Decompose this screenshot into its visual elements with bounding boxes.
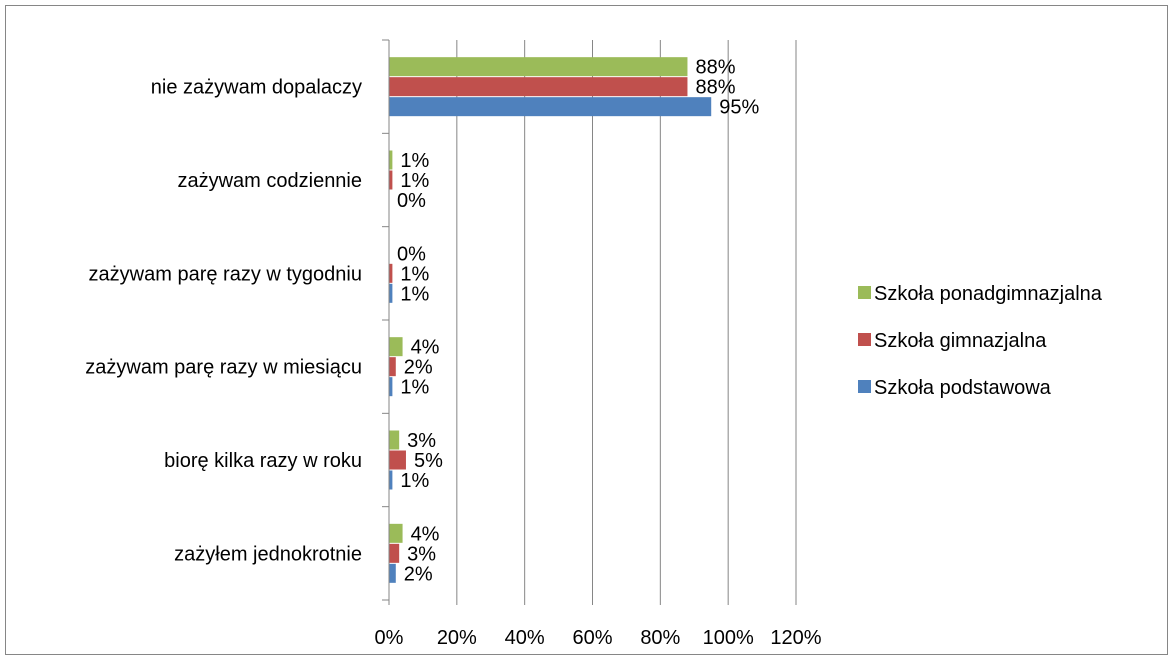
data-label: 4% [411,337,440,359]
legend-swatch [858,286,871,299]
data-label: 95% [719,97,759,119]
legend-label: Szkoła gimnazjalna [874,330,1047,352]
legend-label: Szkoła ponadgimnazjalna [874,283,1103,305]
category-label: zażywam codziennie [177,170,362,192]
bar [389,170,393,190]
x-tick-label: 0% [375,627,404,649]
data-label: 0% [397,243,426,265]
data-label: 5% [414,450,443,472]
bar [389,543,400,563]
bar [389,450,406,470]
legend-swatch [858,333,871,346]
data-label: 1% [400,470,429,492]
category-label: zażywam parę razy w tygodniu [89,263,362,285]
data-label: 88% [695,77,735,99]
data-label: 4% [411,523,440,545]
data-label: 0% [397,190,426,212]
bar [389,263,393,283]
bar [389,523,403,543]
bar [389,357,396,377]
legend-label: Szkoła podstawowa [874,377,1052,399]
legend-swatch [858,380,871,393]
data-label: 2% [404,357,433,379]
data-labels: 88%88%95%1%1%0%0%1%1%4%2%1%3%5%1%4%3%2% [397,57,759,586]
data-label: 88% [695,57,735,79]
data-label: 3% [407,543,436,565]
category-label: zażyłem jednokrotnie [174,543,362,565]
category-label: biorę kilka razy w roku [164,450,362,472]
data-label: 3% [407,430,436,452]
bar [389,430,400,450]
data-label: 1% [400,150,429,172]
data-label: 1% [400,263,429,285]
bar [389,77,688,97]
x-tick-label: 120% [770,627,821,649]
bars [389,57,712,583]
bar [389,337,403,357]
gridlines [456,40,797,600]
legend: Szkoła ponadgimnazjalna Szkoła gimnazjaln… [858,283,1103,399]
x-tick-label: 80% [640,627,680,649]
data-label: 2% [404,563,433,585]
x-tick-label: 20% [437,627,477,649]
axes: 0% 20% 40% 60% 80% 100% 120% nie zażywam dopala… [85,39,822,649]
data-label: 1% [400,377,429,399]
category-label: zażywam parę razy w miesiącu [85,357,362,379]
x-tick-label: 40% [505,627,545,649]
bar [389,57,688,77]
x-tick-label: 100% [703,627,754,649]
bar [389,97,712,117]
bar [389,470,393,490]
bar [389,377,393,397]
bar [389,563,396,583]
category-label: nie zażywam dopalaczy [151,77,362,99]
bar [389,283,393,303]
data-label: 1% [400,170,429,192]
x-tick-label: 60% [572,627,612,649]
data-label: 1% [400,283,429,305]
bar [389,150,393,170]
